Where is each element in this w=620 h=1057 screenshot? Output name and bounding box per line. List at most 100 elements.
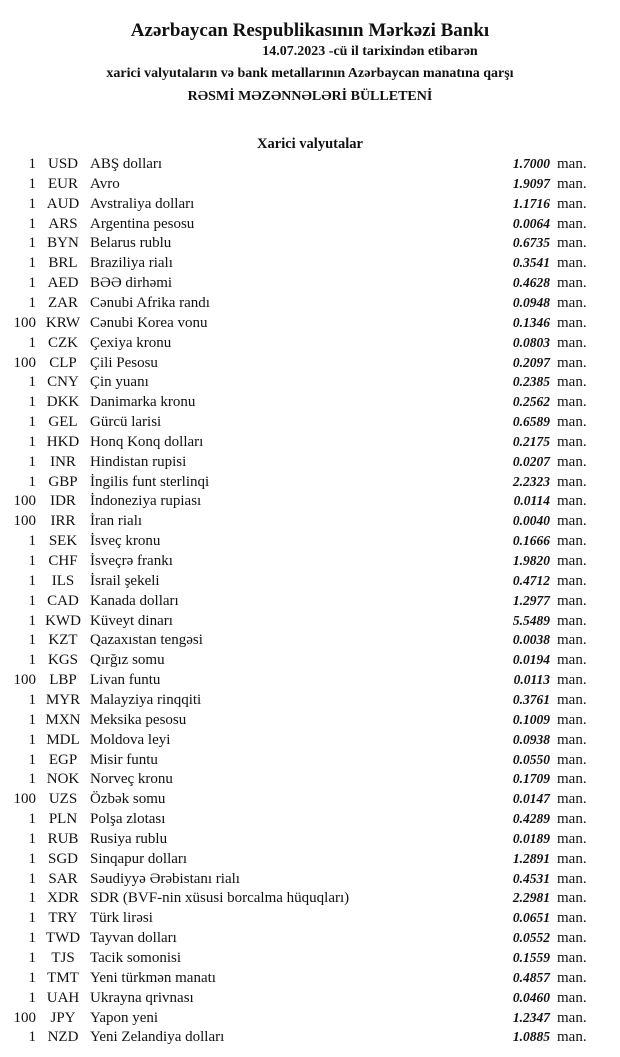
currency-name: Sinqapur dolları <box>90 850 188 867</box>
rate-unit: man. <box>557 1029 587 1046</box>
currency-amount: 1 <box>28 830 37 847</box>
currency-code: MYR <box>45 691 81 708</box>
exchange-rate: 0.0038 <box>512 632 550 648</box>
exchange-rate: 0.4289 <box>512 811 550 827</box>
currency-name: Çili Pesosu <box>90 354 158 371</box>
rate-unit: man. <box>557 791 587 808</box>
currency-amount: 1 <box>28 1029 37 1046</box>
exchange-rate: 0.0803 <box>512 334 550 350</box>
currency-code: INR <box>50 453 76 470</box>
exchange-rate: 0.0147 <box>512 791 550 807</box>
currency-name: Yapon yeni <box>90 1009 159 1026</box>
currency-amount: 1 <box>28 771 37 788</box>
currency-name: Rusiya rublu <box>90 830 168 847</box>
rate-unit: man. <box>557 612 587 629</box>
rate-row: 1 SAR Səudiyyə Ərəbistanı rialı 0.4531 man. <box>0 869 620 889</box>
effective-date: 14.07.2023 -cü il tarixindən etibarən <box>262 44 478 59</box>
exchange-rate: 1.2891 <box>512 850 550 866</box>
exchange-rate: 0.6589 <box>512 414 550 430</box>
rate-row: 1 CNY Çin yuanı 0.2385 man. <box>0 372 620 392</box>
currency-amount: 1 <box>28 691 37 708</box>
currency-amount: 1 <box>28 374 37 391</box>
currency-amount: 100 <box>13 354 37 371</box>
currency-name: İsveçrə frankı <box>90 553 173 569</box>
currency-amount: 100 <box>13 791 37 808</box>
currency-code: KWD <box>45 612 81 629</box>
currency-amount: 1 <box>28 453 37 470</box>
currency-code: EGP <box>48 751 78 768</box>
currency-code: GEL <box>48 414 78 431</box>
currency-code: JPY <box>50 1009 76 1026</box>
currency-amount: 1 <box>28 195 37 212</box>
currency-amount: 1 <box>28 255 37 272</box>
exchange-rate: 0.6735 <box>512 235 550 251</box>
rate-row: 1 ILS İsrail şekeli 0.4712 man. <box>0 571 620 591</box>
currency-amount: 1 <box>28 473 37 490</box>
exchange-rate: 0.0460 <box>512 989 550 1005</box>
rate-unit: man. <box>557 751 587 768</box>
rate-row: 1 EUR Avro 1.9097 man. <box>0 174 620 194</box>
currency-name: Braziliya rialı <box>90 255 173 272</box>
currency-code: UZS <box>48 791 78 808</box>
currency-code: GBP <box>48 473 78 490</box>
currency-name: Misir funtu <box>90 751 158 768</box>
exchange-rate: 0.0948 <box>512 294 550 310</box>
rate-unit: man. <box>557 195 587 212</box>
currency-amount: 1 <box>28 433 37 450</box>
currency-amount: 100 <box>13 314 37 331</box>
currency-amount: 1 <box>28 989 37 1006</box>
currency-name: İngilis funt sterlinqi <box>90 473 210 490</box>
rate-row: 1 XDR SDR (BVF-nin xüsusi borcalma hüquqla… <box>0 888 620 908</box>
currency-code: PLN <box>48 811 78 828</box>
currency-name: Cənubi Afrika randı <box>90 294 210 311</box>
currency-amount: 1 <box>28 275 37 292</box>
currency-code: IDR <box>50 493 76 510</box>
currency-code: KRW <box>45 314 81 331</box>
rate-row: 1 CAD Kanada dolları 1.2977 man. <box>0 591 620 611</box>
exchange-rate: 0.1666 <box>512 533 550 549</box>
currency-amount: 1 <box>28 811 37 828</box>
currency-amount: 1 <box>28 850 37 867</box>
rate-unit: man. <box>557 850 587 867</box>
exchange-rate: 0.2562 <box>512 394 550 410</box>
currency-name: Danimarka kronu <box>90 394 196 411</box>
currency-name: Polşa zlotası <box>90 811 166 828</box>
currency-amount: 1 <box>28 711 37 728</box>
section-title: Xarici valyutalar <box>257 136 363 152</box>
rate-row: 1 TWD Tayvan dolları 0.0552 man. <box>0 928 620 948</box>
rate-unit: man. <box>557 989 587 1006</box>
exchange-rate: 1.2977 <box>512 592 550 608</box>
exchange-rate: 1.1716 <box>512 195 550 211</box>
currency-code: EUR <box>48 175 78 192</box>
rate-unit: man. <box>557 453 587 470</box>
currency-code: SGD <box>47 850 78 867</box>
exchange-rate: 0.2385 <box>512 374 550 390</box>
rate-unit: man. <box>557 771 587 788</box>
rate-row: 1 NOK Norveç kronu 0.1709 man. <box>0 769 620 789</box>
rate-row: 1 MDL Moldova leyi 0.0938 man. <box>0 730 620 750</box>
exchange-rate: 0.1009 <box>512 711 550 727</box>
currency-name: Belarus rublu <box>90 235 172 252</box>
currency-amount: 1 <box>28 334 37 351</box>
currency-amount: 100 <box>13 493 37 510</box>
exchange-rate: 0.0064 <box>512 215 550 231</box>
currency-amount: 1 <box>28 652 37 669</box>
currency-amount: 1 <box>28 414 37 431</box>
rate-unit: man. <box>557 1009 587 1026</box>
currency-amount: 1 <box>28 731 37 748</box>
rate-row: 1 TMT Yeni türkmən manatı 0.4857 man. <box>0 968 620 988</box>
rate-row: 1 KGS Qırğız somu 0.0194 man. <box>0 650 620 670</box>
currency-code: AED <box>47 275 79 292</box>
currency-amount: 1 <box>28 969 37 986</box>
rate-row: 100 CLP Çili Pesosu 0.2097 man. <box>0 353 620 373</box>
rate-row: 1 ARS Argentina pesosu 0.0064 man. <box>0 214 620 234</box>
exchange-rate: 0.0552 <box>512 930 550 946</box>
exchange-rate: 1.9097 <box>512 175 550 191</box>
currency-amount: 1 <box>28 890 37 907</box>
exchange-rate: 2.2323 <box>512 473 550 489</box>
rate-row: 1 CHF İsveçrə frankı 1.9820 man. <box>0 551 620 571</box>
currency-name: Moldova leyi <box>90 731 171 748</box>
exchange-rate: 5.5489 <box>512 612 550 628</box>
exchange-rate: 0.0651 <box>512 910 550 926</box>
currency-code: CNY <box>47 374 79 391</box>
